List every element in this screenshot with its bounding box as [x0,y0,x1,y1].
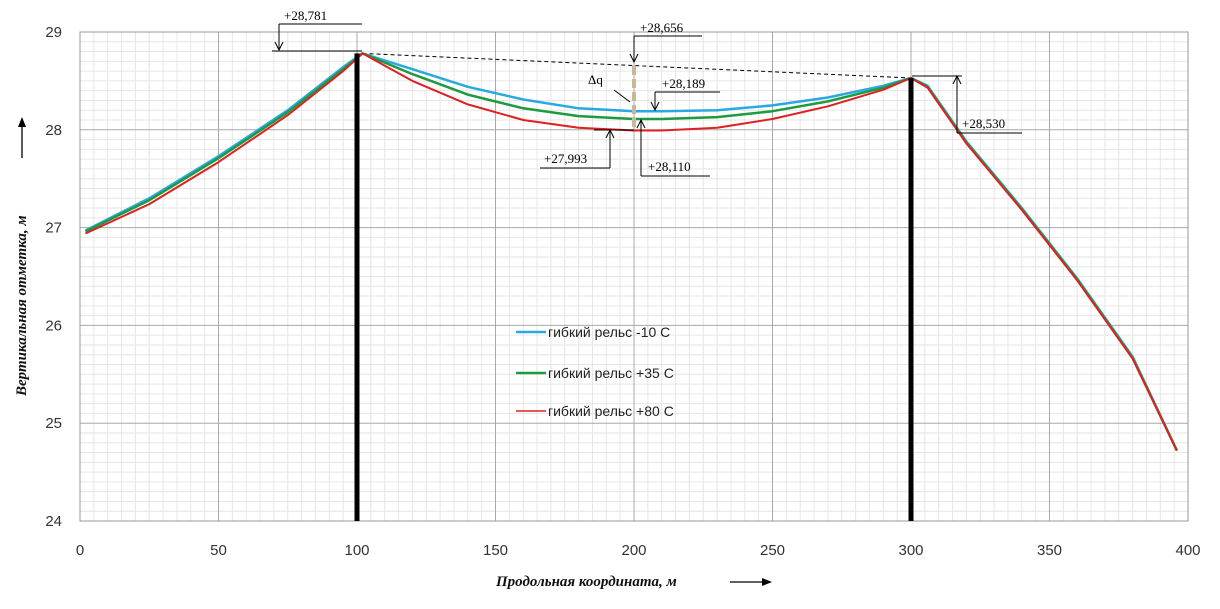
y-tick-label: 24 [45,513,62,530]
annotation-delta-q: Δq [588,72,603,87]
x-tick-label: 50 [210,542,227,559]
x-axis-title: Продольная координата, м [495,574,677,590]
y-tick-label: 27 [45,220,62,237]
annotation-27993: +27,993 [544,151,587,166]
y-axis-title: Вертикальная отметка, м [14,215,30,397]
legend-label-series-1: гибкий рельс -10 С [548,324,670,340]
chord-layer [362,52,912,79]
series-line-1 [84,52,1179,452]
ann-delta-q-leader [613,89,631,103]
support-layer [354,53,914,521]
series-layer [84,52,1179,452]
y-tick-label: 25 [45,415,62,432]
legend-label-series-3: гибкий рельс +80 С [548,403,674,419]
x-axis-arrowhead [762,578,772,586]
chord-line [362,52,912,79]
annotation-28781: +28,781 [284,8,327,23]
x-axis-title-group: Продольная координата, м [495,574,772,590]
x-tick-label: 0 [76,542,84,559]
x-tick-labels: 0 50 100 150 200 250 300 350 400 [76,542,1201,559]
ann-27993-arrowhead [605,128,615,139]
y-tick-label: 29 [45,24,62,41]
y-tick-label: 28 [45,122,62,139]
series-line-3 [85,52,1178,452]
annotation-layer: +28,781 +28,656 Δq +28,189 +28,530 +27,993 +28… [272,8,1022,177]
ann-28530-arrowhead [952,74,962,85]
series-line-2 [84,52,1179,452]
x-tick-label: 300 [898,542,923,559]
y-axis-title-group: Вертикальная отметка, м [14,117,30,397]
ann-28781-arrowhead [274,41,284,52]
ann-28189-arrowhead [650,101,660,112]
plot-area-border [79,31,1189,522]
ann-28656-arrowhead [629,53,639,64]
y-axis-arrowhead [18,117,26,127]
annotation-28189: +28,189 [662,76,705,91]
legend-label-series-2: гибкий рельс +35 С [548,365,674,381]
x-tick-label: 250 [760,542,785,559]
x-tick-label: 400 [1175,542,1200,559]
annotation-28530: +28,530 [962,116,1005,131]
x-tick-label: 150 [483,542,508,559]
ann-28110-arrowhead [636,118,646,129]
x-tick-label: 100 [344,542,369,559]
x-tick-label: 350 [1037,542,1062,559]
y-tick-label: 26 [45,317,62,334]
legend: гибкий рельс -10 С гибкий рельс +35 С ги… [516,324,674,419]
annotation-28656: +28,656 [640,20,684,35]
annotation-28110: +28,110 [648,159,691,174]
x-tick-label: 200 [621,542,646,559]
y-tick-labels: 24 25 26 27 28 29 [45,24,62,530]
